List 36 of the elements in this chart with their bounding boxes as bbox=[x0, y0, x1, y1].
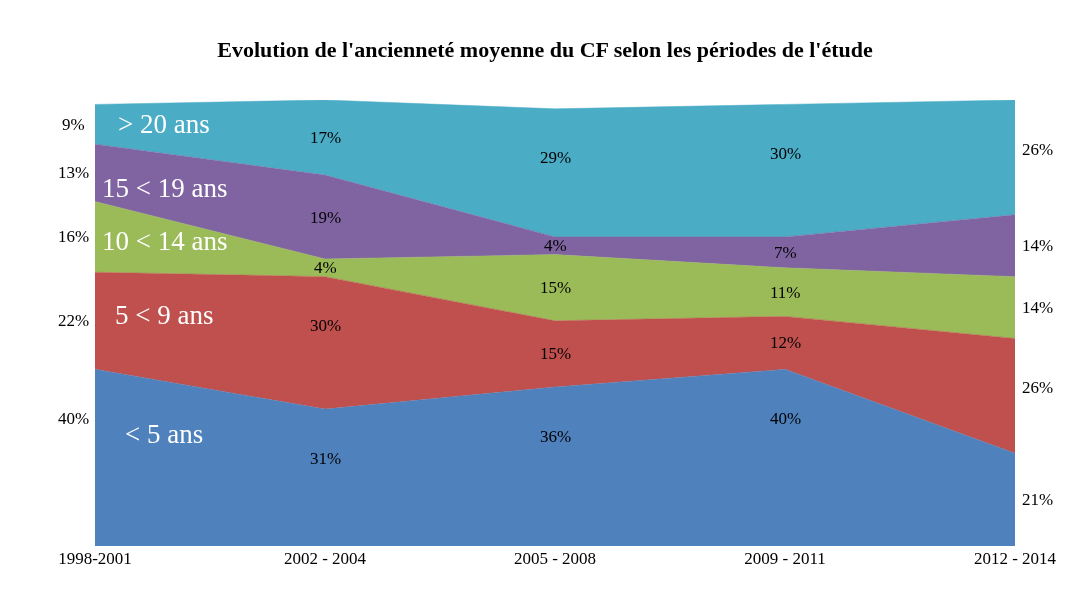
series-label: > 20 ans bbox=[118, 109, 210, 139]
data-label: 14% bbox=[1022, 236, 1054, 255]
data-label: 30% bbox=[770, 144, 802, 163]
data-label: 19% bbox=[310, 208, 342, 227]
data-label: 15% bbox=[540, 278, 572, 297]
data-label: 36% bbox=[540, 427, 572, 446]
chart-title: Evolution de l'ancienneté moyenne du CF selon les périodes de l'étude bbox=[217, 36, 873, 62]
data-label: 4% bbox=[314, 258, 337, 277]
x-tick-label: 2009 - 2011 bbox=[744, 549, 826, 568]
data-label: 12% bbox=[770, 333, 802, 352]
data-label: 22% bbox=[58, 311, 90, 330]
data-label: 9% bbox=[62, 115, 85, 134]
x-tick-label: 1998-2001 bbox=[58, 549, 132, 568]
x-tick-label: 2005 - 2008 bbox=[513, 549, 597, 568]
data-label: 17% bbox=[310, 128, 342, 147]
data-label: 30% bbox=[310, 316, 342, 335]
data-label: 31% bbox=[310, 449, 342, 468]
x-tick-label: 2002 - 2004 bbox=[283, 549, 367, 568]
data-label: 7% bbox=[774, 243, 797, 262]
data-label: 26% bbox=[1022, 140, 1054, 159]
x-tick-label: 2012 - 2014 bbox=[973, 549, 1057, 568]
series-label: 10 < 14 ans bbox=[102, 226, 228, 256]
data-label: 15% bbox=[540, 344, 572, 363]
series-label: < 5 ans bbox=[125, 419, 204, 449]
series-label: 15 < 19 ans bbox=[102, 173, 228, 203]
data-label: 21% bbox=[1022, 490, 1054, 509]
data-label: 26% bbox=[1022, 378, 1054, 397]
series-label: 5 < 9 ans bbox=[115, 300, 214, 330]
data-label: 13% bbox=[58, 163, 90, 182]
data-label: 14% bbox=[1022, 298, 1054, 317]
data-label: 11% bbox=[770, 283, 801, 302]
data-label: 40% bbox=[770, 409, 802, 428]
data-label: 4% bbox=[544, 236, 567, 255]
data-label: 40% bbox=[58, 409, 90, 428]
data-label: 16% bbox=[58, 227, 90, 246]
data-label: 29% bbox=[540, 148, 572, 167]
